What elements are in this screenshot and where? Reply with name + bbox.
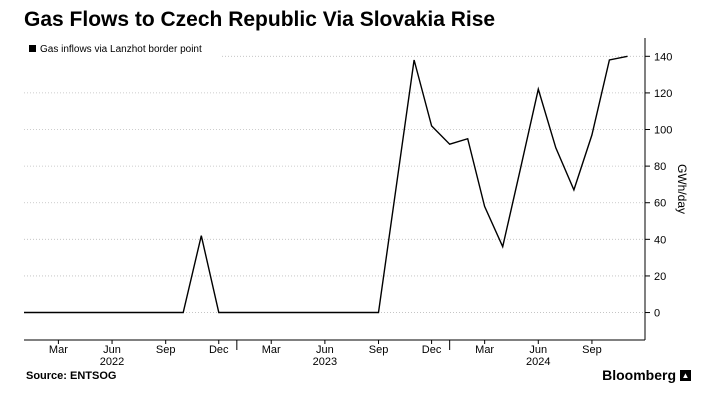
legend-box [24,40,220,58]
y-tick-label: 40 [654,234,666,246]
legend: Gas inflows via Lanzhot border point [24,40,220,58]
y-tick-label: 120 [654,88,672,100]
x-tick-label: Sep [369,344,389,356]
chart-title: Gas Flows to Czech Republic Via Slovakia… [24,8,496,31]
terminal-icon: ▲ [680,369,691,381]
brand-logo: Bloomberg ▲ [602,367,691,383]
gridlines [24,55,645,313]
x-year-label: 2022 [100,356,124,368]
x-tick-label: Dec [209,344,229,356]
y-tick-label: 80 [654,161,666,173]
x-tick-label: Mar [49,344,68,356]
series-layer [24,55,628,314]
x-year-label: 2024 [526,356,550,368]
x-tick-label: Jun [103,344,121,356]
x-tick-label: Dec [422,344,442,356]
x-tick-label: Sep [582,344,602,356]
x-tick-label: Jun [529,344,547,356]
legend-swatch [29,45,36,52]
axes: 0 20 40 60 80 100 120 140 GWh/day Mar Jun Sep Dec Mar… [24,38,689,368]
y-tick-label: 0 [654,308,660,320]
y-tick-label: 100 [654,125,672,137]
y-tick-label: 60 [654,198,666,210]
y-tick-label: 20 [654,271,666,283]
series-line [24,55,628,314]
brand-name: Bloomberg [602,367,676,383]
source-note: Source: ENTSOG [26,370,117,382]
x-year-label: 2023 [313,356,337,368]
x-tick-label: Mar [475,344,494,356]
x-tick-label: Jun [316,344,334,356]
x-tick-label: Sep [156,344,176,356]
y-axis-label: GWh/day [675,164,689,214]
y-tick-label: 140 [654,51,672,63]
x-tick-label: Mar [262,344,281,356]
legend-label: Gas inflows via Lanzhot border point [40,44,202,55]
